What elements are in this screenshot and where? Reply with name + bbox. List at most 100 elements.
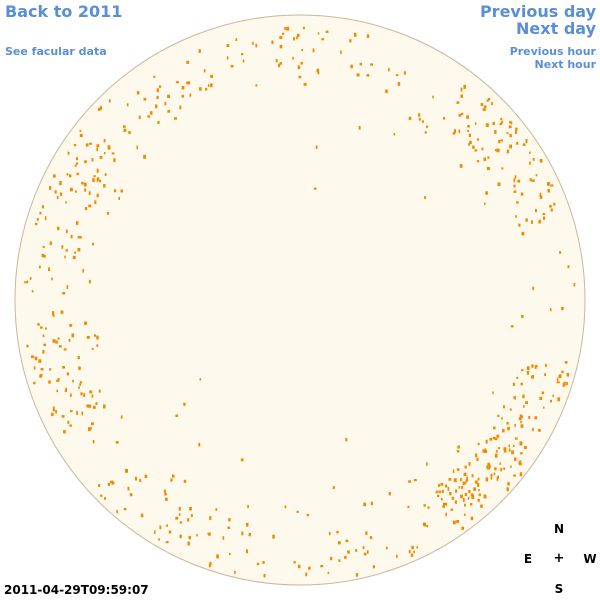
facula-mark	[127, 486, 130, 491]
facula-mark	[453, 478, 457, 483]
facula-mark	[506, 487, 509, 492]
facula-mark	[474, 480, 478, 484]
facula-mark	[29, 277, 32, 280]
facula-mark	[100, 106, 102, 110]
facula-mark	[369, 536, 373, 540]
facula-mark	[468, 133, 471, 138]
facula-mark	[492, 426, 496, 430]
facula-mark	[461, 486, 464, 489]
facula-mark	[408, 116, 412, 121]
facula-mark	[106, 211, 110, 215]
facula-mark	[278, 63, 281, 68]
facula-mark	[407, 505, 410, 508]
facula-mark	[33, 381, 36, 385]
facula-mark	[534, 365, 537, 369]
facula-mark	[464, 465, 467, 469]
facula-mark	[139, 478, 142, 482]
facula-mark	[163, 489, 166, 493]
facula-mark	[78, 386, 80, 389]
facula-mark	[99, 179, 102, 183]
facula-mark	[66, 229, 68, 234]
facula-mark	[76, 172, 79, 176]
facula-mark	[111, 152, 115, 155]
facula-mark	[539, 396, 543, 400]
facula-mark	[531, 179, 535, 182]
facula-mark	[474, 122, 477, 125]
facula-mark	[470, 516, 474, 521]
facula-mark	[516, 142, 519, 145]
facula-mark	[255, 43, 258, 48]
facula-mark	[493, 472, 496, 476]
facula-mark	[500, 139, 503, 142]
facula-mark	[442, 505, 445, 508]
facula-mark	[492, 436, 496, 440]
facula-mark	[550, 208, 553, 212]
facula-mark	[91, 394, 94, 398]
facula-mark	[156, 95, 159, 99]
facula-mark	[532, 427, 534, 432]
facula-mark	[104, 173, 107, 176]
next-day-link[interactable]: Next day	[516, 19, 596, 38]
facula-mark	[67, 420, 70, 424]
facula-mark	[91, 347, 94, 350]
facula-mark	[519, 441, 523, 446]
facula-mark	[463, 498, 465, 502]
facula-mark	[535, 208, 537, 213]
facula-mark	[308, 566, 311, 570]
facula-mark	[70, 410, 73, 413]
facula-mark	[96, 177, 100, 181]
see-facular-data-link[interactable]: See facular data	[5, 45, 107, 58]
facula-mark	[454, 500, 457, 504]
facula-mark	[143, 97, 147, 101]
facula-mark	[522, 143, 526, 146]
facula-mark	[503, 405, 505, 409]
facula-mark	[338, 559, 341, 562]
facula-mark	[506, 421, 509, 425]
previous-hour-link[interactable]: Previous hour	[509, 45, 596, 58]
facula-mark	[45, 327, 47, 330]
facula-mark	[423, 504, 426, 507]
next-hour-link[interactable]: Next hour	[534, 58, 597, 71]
facula-mark	[165, 541, 169, 544]
facula-mark	[43, 254, 46, 258]
facula-mark	[330, 556, 333, 561]
facula-mark	[84, 160, 87, 164]
facula-mark	[52, 339, 56, 343]
previous-day-link[interactable]: Previous day	[479, 2, 596, 21]
facula-mark	[413, 479, 417, 482]
facula-mark	[86, 404, 89, 408]
facula-mark	[49, 186, 52, 190]
facula-mark	[522, 394, 525, 399]
facula-mark	[44, 216, 47, 221]
facula-mark	[538, 429, 541, 432]
facula-mark	[89, 142, 92, 145]
facula-mark	[298, 564, 301, 569]
facula-mark	[515, 130, 517, 134]
facula-mark	[458, 486, 461, 489]
facula-mark	[198, 442, 201, 447]
facula-mark	[247, 504, 249, 509]
facula-mark	[252, 41, 254, 45]
facula-mark	[66, 285, 69, 289]
facula-mark	[451, 496, 455, 500]
facula-mark	[356, 73, 360, 77]
facula-mark	[164, 101, 167, 106]
facula-mark	[178, 507, 181, 511]
facula-mark	[62, 366, 65, 369]
facula-mark	[556, 377, 559, 382]
facula-mark	[136, 91, 140, 95]
facula-mark	[89, 390, 93, 394]
facula-mark	[183, 402, 186, 406]
facula-mark	[170, 478, 173, 482]
facula-mark	[123, 125, 126, 128]
facula-mark	[328, 532, 331, 536]
facula-mark	[494, 467, 497, 471]
facula-mark	[300, 61, 303, 65]
back-to-year-link[interactable]: Back to 2011	[5, 2, 123, 21]
facula-mark	[443, 502, 446, 506]
facula-mark	[370, 501, 373, 506]
facula-mark	[435, 490, 438, 494]
facula-mark	[69, 324, 73, 327]
facula-mark	[88, 404, 92, 408]
facula-mark	[478, 489, 480, 492]
